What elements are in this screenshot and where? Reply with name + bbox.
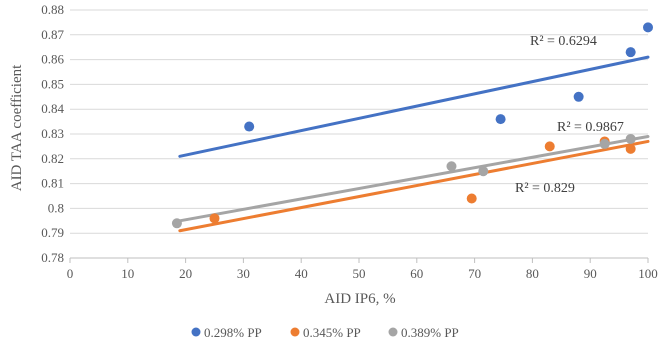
axes: 0.78 0.79 0.8 0.81 0.82 0.83 0.84 0.85 0.86 0.87 0… [41, 2, 658, 281]
data-points [171, 22, 653, 229]
legend-marker [290, 327, 300, 337]
trendline-3 [178, 134, 650, 223]
data-point-1 [573, 91, 584, 102]
x-tick-label: 40 [295, 266, 308, 281]
annotations: R² = 0.6294 R² = 0.829 R² = 0.9867 [515, 34, 624, 196]
x-tick-label: 60 [410, 266, 423, 281]
data-point-3 [478, 166, 489, 177]
y-tick-label: 0.79 [41, 225, 64, 240]
data-point-1 [244, 121, 255, 132]
y-tick-label: 0.78 [41, 250, 64, 265]
data-point-3 [171, 218, 182, 229]
data-point-2 [466, 193, 477, 204]
x-tick-label: 90 [584, 266, 597, 281]
data-point-1 [625, 47, 636, 58]
x-tick-label: 80 [526, 266, 539, 281]
x-tick-label: 30 [237, 266, 250, 281]
data-point-3 [625, 133, 636, 144]
legend-marker [191, 327, 201, 337]
trendlines [178, 55, 650, 233]
y-tick-label: 0.83 [41, 126, 64, 141]
y-tick-label: 0.85 [41, 76, 64, 91]
data-point-2 [209, 213, 220, 224]
data-point-1 [495, 114, 506, 125]
legend: 0.298% PP 0.345% PP 0.389% PP [191, 325, 459, 340]
y-tick-label: 0.88 [41, 2, 64, 17]
gridlines [70, 9, 648, 234]
r-squared-label: R² = 0.829 [515, 181, 575, 196]
y-tick-label: 0.84 [41, 101, 64, 116]
legend-marker [388, 327, 398, 337]
x-tick-label: 50 [353, 266, 366, 281]
data-point-3 [446, 161, 457, 172]
data-point-1 [643, 22, 653, 33]
data-point-2 [625, 143, 636, 154]
y-axis-title: AID TAA coefficient [9, 64, 25, 191]
legend-label: 0.345% PP [303, 325, 361, 340]
x-tick-label: 20 [179, 266, 192, 281]
y-tick-label: 0.82 [41, 151, 64, 166]
x-tick-label: 70 [468, 266, 481, 281]
y-tick-label: 0.86 [41, 52, 64, 67]
y-tick-label: 0.8 [48, 200, 64, 215]
x-tick-label: 10 [121, 266, 134, 281]
y-tick-label: 0.87 [41, 27, 64, 42]
legend-label: 0.298% PP [204, 325, 262, 340]
trendline-1 [178, 55, 650, 158]
x-tick-label: 0 [67, 266, 74, 281]
y-tick-label: 0.81 [41, 176, 64, 191]
trendline-2 [178, 139, 650, 233]
legend-label: 0.389% PP [401, 325, 459, 340]
x-axis-title: AID IP6, % [324, 291, 395, 307]
r-squared-label: R² = 0.9867 [557, 120, 624, 135]
r-squared-label: R² = 0.6294 [530, 34, 597, 49]
x-tick-label: 100 [638, 266, 658, 281]
data-point-2 [544, 141, 555, 152]
data-point-3 [599, 138, 610, 149]
